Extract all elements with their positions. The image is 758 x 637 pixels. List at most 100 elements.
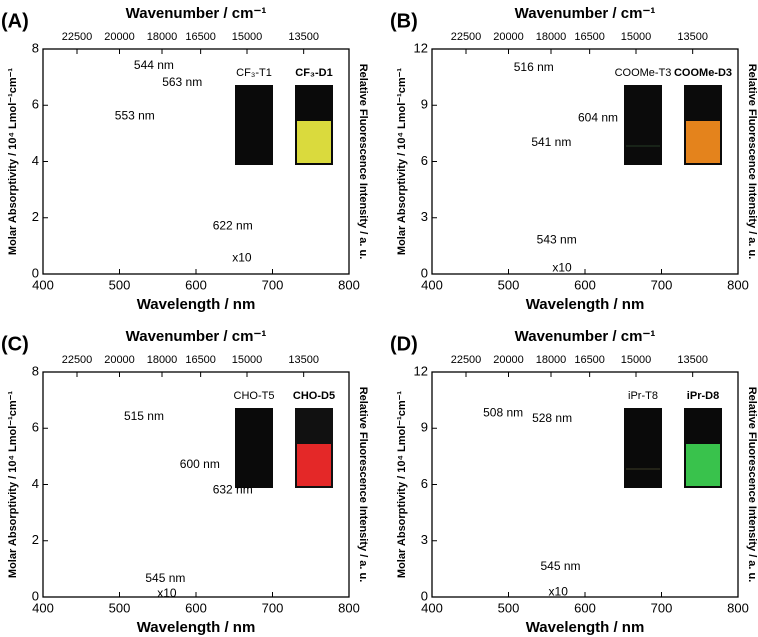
x-tick-label: 700 [262, 600, 284, 615]
annotation: 545 nm [145, 571, 185, 585]
y2-axis-label: Relative Fluorescence Intensity / a. u. [746, 64, 758, 260]
x-tick-label: 500 [498, 277, 520, 292]
annotation: 528 nm [532, 411, 572, 425]
y-axis-label: Molar Absorptivity / 10⁴ Lmol⁻¹cm⁻¹ [7, 391, 19, 579]
x2-axis-label: Wavenumber / cm⁻¹ [515, 5, 656, 22]
x2-tick-label: 16500 [185, 354, 216, 366]
x2-tick-label: 18000 [536, 31, 567, 43]
photo-label: CHO-D5 [293, 390, 335, 402]
x-tick-label: 600 [574, 600, 596, 615]
annotation: 545 nm [541, 559, 581, 573]
panel-label: (D) [390, 333, 418, 355]
annotation: 544 nm [134, 58, 174, 72]
y-axis-label: Molar Absorptivity / 10⁴ Lmol⁻¹cm⁻¹ [396, 68, 408, 256]
photo-label: CF₃-D1 [295, 67, 332, 79]
annotation: 543 nm [537, 232, 577, 246]
x2-tick-label: 15000 [232, 31, 263, 43]
photo-label: iPr-D8 [687, 390, 719, 402]
y-tick-label: 8 [32, 40, 39, 55]
y-tick-label: 8 [32, 363, 39, 378]
y2-axis-label: Relative Fluorescence Intensity / a. u. [357, 387, 369, 583]
annotation: x10 [232, 251, 252, 265]
x2-axis-label: Wavenumber / cm⁻¹ [126, 328, 267, 345]
annotation: 632 nm [213, 482, 253, 496]
vial-photo [624, 85, 662, 165]
x-tick-label: 600 [185, 277, 207, 292]
annotation: x10 [549, 584, 569, 598]
x-tick-label: 800 [338, 600, 360, 615]
x2-tick-label: 20000 [493, 354, 524, 366]
annotation: 553 nm [115, 109, 155, 123]
vial-glow [626, 145, 660, 147]
x2-tick-label: 16500 [574, 31, 605, 43]
y-tick-label: 2 [32, 532, 39, 547]
x-tick-label: 800 [727, 600, 749, 615]
vial-photo [624, 408, 662, 488]
photo-label: CF₃-T1 [236, 67, 272, 79]
x2-axis-label: Wavenumber / cm⁻¹ [126, 5, 267, 22]
x-tick-label: 400 [421, 600, 443, 615]
y-tick-label: 2 [32, 209, 39, 224]
annotation: 541 nm [531, 135, 571, 149]
y2-axis-label: Relative Fluorescence Intensity / a. u. [746, 387, 758, 583]
x-tick-label: 500 [109, 277, 131, 292]
vial-glow [686, 121, 720, 163]
vial-glow [297, 121, 331, 163]
vial-glow [626, 468, 660, 470]
panel-label: (C) [1, 333, 29, 355]
x-tick-label: 500 [109, 600, 131, 615]
x2-tick-label: 20000 [493, 31, 524, 43]
x2-tick-label: 22500 [451, 31, 482, 43]
x2-tick-label: 15000 [621, 354, 652, 366]
x2-tick-label: 22500 [62, 354, 93, 366]
annotation: x10 [157, 586, 177, 600]
x2-tick-label: 18000 [147, 31, 178, 43]
x-tick-label: 800 [338, 277, 360, 292]
annotation: 515 nm [124, 409, 164, 423]
annotation: 600 nm [180, 457, 220, 471]
vial-photo [235, 408, 273, 488]
x-tick-label: 400 [421, 277, 443, 292]
x-tick-label: 700 [262, 277, 284, 292]
annotation: 508 nm [483, 405, 523, 419]
y-tick-label: 9 [421, 97, 428, 112]
y-tick-label: 4 [32, 153, 39, 168]
y-tick-label: 0 [32, 588, 39, 603]
panel-label: (B) [390, 10, 418, 32]
x-tick-label: 700 [651, 600, 673, 615]
x2-tick-label: 18000 [147, 354, 178, 366]
y-tick-label: 9 [421, 420, 428, 435]
x-axis-label: Wavelength / nm [137, 619, 256, 636]
x2-tick-label: 22500 [451, 354, 482, 366]
x-tick-label: 600 [185, 600, 207, 615]
annotation: 622 nm [213, 218, 253, 232]
x2-tick-label: 13500 [677, 31, 708, 43]
y-tick-label: 4 [32, 476, 39, 491]
y-tick-label: 6 [32, 97, 39, 112]
annotation: 516 nm [514, 60, 554, 74]
x-tick-label: 400 [32, 277, 54, 292]
vial-photo [235, 85, 273, 165]
y-axis-label: Molar Absorptivity / 10⁴ Lmol⁻¹cm⁻¹ [396, 391, 408, 579]
vial-glow [297, 444, 331, 486]
x-tick-label: 500 [498, 600, 520, 615]
x-axis-label: Wavelength / nm [137, 296, 256, 313]
annotation: 563 nm [162, 75, 202, 89]
x-tick-label: 400 [32, 600, 54, 615]
x2-tick-label: 22500 [62, 31, 93, 43]
y-tick-label: 3 [421, 532, 428, 547]
y-tick-label: 0 [421, 265, 428, 280]
x2-tick-label: 13500 [677, 354, 708, 366]
x-tick-label: 800 [727, 277, 749, 292]
panel-label: (A) [1, 10, 29, 32]
x2-tick-label: 20000 [104, 31, 135, 43]
x2-axis-label: Wavenumber / cm⁻¹ [515, 328, 656, 345]
x2-tick-label: 20000 [104, 354, 135, 366]
y-tick-label: 6 [421, 153, 428, 168]
x-tick-label: 600 [574, 277, 596, 292]
x2-tick-label: 16500 [185, 31, 216, 43]
x2-tick-label: 16500 [574, 354, 605, 366]
y-tick-label: 0 [421, 588, 428, 603]
photo-label: COOMe-T3 [615, 67, 672, 79]
